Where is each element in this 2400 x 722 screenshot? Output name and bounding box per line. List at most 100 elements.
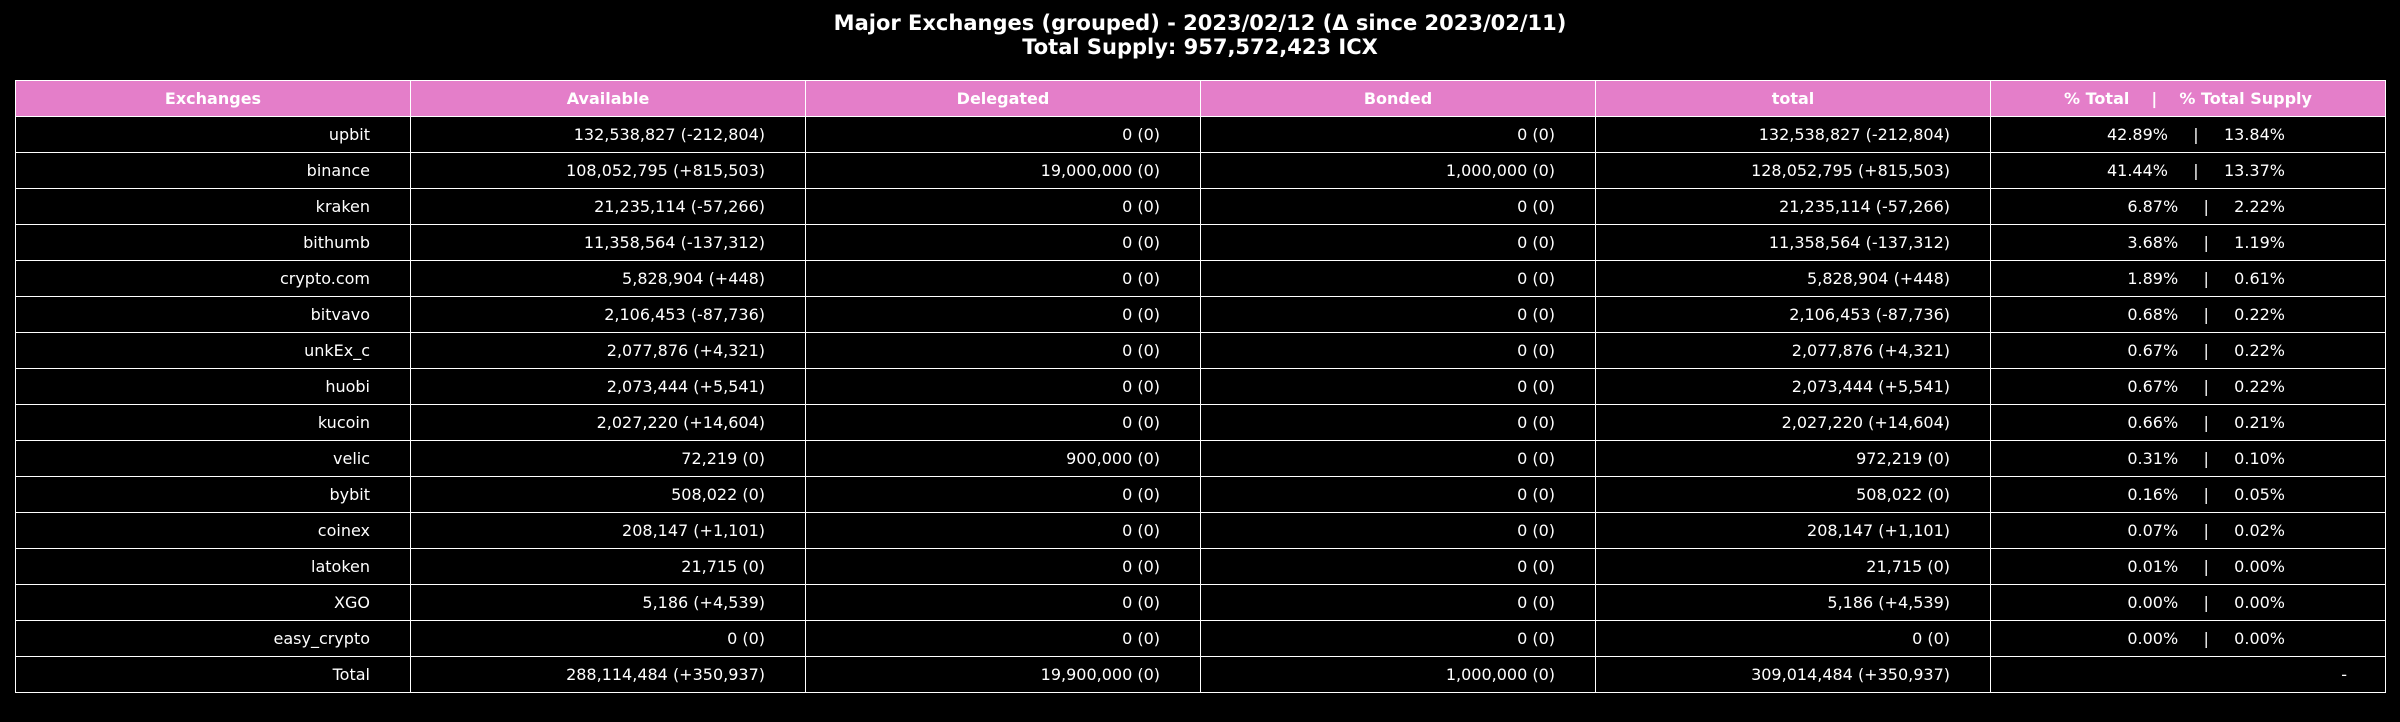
table-row: latoken 21,715 (0) 0 (0) 0 (0) 21,715 (0) 0.0… [15,548,2386,585]
pct-cell: 0.68% | 0.22% [1990,296,2386,333]
table-row: XGO 5,186 (+4,539) 0 (0) 0 (0) 5,186 (+4,539… [15,584,2386,621]
bonded-cell: 0 (0) [1200,368,1596,405]
delegated-cell: 0 (0) [805,188,1201,225]
table-row: crypto.com 5,828,904 (+448) 0 (0) 0 (0) 5,82… [15,260,2386,297]
pct-supply-value: 0.02% [2234,521,2285,540]
total-row-exchange-cell: Total [15,656,411,693]
available-cell: 2,027,220 (+14,604) [410,404,806,441]
available-cell: 2,106,453 (-87,736) [410,296,806,333]
available-cell: 21,715 (0) [410,548,806,585]
pct-supply-value: 0.22% [2234,377,2285,396]
total-cell: 508,022 (0) [1595,476,1991,513]
bonded-cell: 0 (0) [1200,548,1596,585]
available-cell: 208,147 (+1,101) [410,512,806,549]
total-cell: 5,186 (+4,539) [1595,584,1991,621]
pct-total-value: 0.00% [2127,593,2179,612]
total-row-pct-cell: - [1990,656,2386,693]
pct-total-value: 0.01% [2127,557,2179,576]
header-delegated: Delegated [805,80,1201,117]
pct-separator: | [2203,269,2209,288]
available-cell: 11,358,564 (-137,312) [410,224,806,261]
pct-cell: 0.16% | 0.05% [1990,476,2386,513]
pct-supply-value: 0.10% [2234,449,2285,468]
bonded-cell: 0 (0) [1200,260,1596,297]
pct-supply-value: 0.00% [2234,593,2285,612]
table-row: kraken 21,235,114 (-57,266) 0 (0) 0 (0) 21,2… [15,188,2386,225]
available-cell: 2,077,876 (+4,321) [410,332,806,369]
total-cell: 5,828,904 (+448) [1595,260,1991,297]
pct-separator: | [2193,125,2199,144]
total-cell: 2,077,876 (+4,321) [1595,332,1991,369]
bonded-cell: 0 (0) [1200,620,1596,657]
table-row: huobi 2,073,444 (+5,541) 0 (0) 0 (0) 2,073,4… [15,368,2386,405]
pct-cell: 6.87% | 2.22% [1990,188,2386,225]
chart-subtitle: Total Supply: 957,572,423 ICX [1022,35,1378,59]
available-cell: 0 (0) [410,620,806,657]
exchange-cell: XGO [15,584,411,621]
pct-supply-value: 0.22% [2234,305,2285,324]
exchange-cell: unkEx_c [15,332,411,369]
bonded-cell: 0 (0) [1200,332,1596,369]
total-cell: 21,715 (0) [1595,548,1991,585]
pct-cell: 41.44% | 13.37% [1990,152,2386,189]
pct-supply-value: 0.22% [2234,341,2285,360]
exchange-cell: huobi [15,368,411,405]
delegated-cell: 0 (0) [805,368,1201,405]
bonded-cell: 0 (0) [1200,512,1596,549]
total-cell: 11,358,564 (-137,312) [1595,224,1991,261]
chart-title-block: Major Exchanges (grouped) - 2023/02/12 (… [0,11,2400,59]
exchange-cell: kucoin [15,404,411,441]
bonded-cell: 0 (0) [1200,116,1596,153]
pct-total-value: 0.67% [2127,341,2179,360]
table-row: unkEx_c 2,077,876 (+4,321) 0 (0) 0 (0) 2,077… [15,332,2386,369]
pct-cell: 0.67% | 0.22% [1990,368,2386,405]
chart-title: Major Exchanges (grouped) - 2023/02/12 (… [833,11,1567,35]
pct-cell: 42.89% | 13.84% [1990,116,2386,153]
header-row: Exchanges Available Delegated Bonded tot… [15,80,2386,117]
pct-separator: | [2203,377,2209,396]
pct-cell: 1.89% | 0.61% [1990,260,2386,297]
table-row: coinex 208,147 (+1,101) 0 (0) 0 (0) 208,147 … [15,512,2386,549]
bonded-cell: 0 (0) [1200,404,1596,441]
pct-total-value: 0.68% [2127,305,2179,324]
header-pct-separator: | [2151,89,2158,108]
pct-separator: | [2203,449,2209,468]
available-cell: 508,022 (0) [410,476,806,513]
delegated-cell: 0 (0) [805,296,1201,333]
pct-supply-value: 0.21% [2234,413,2285,432]
pct-total-value: 41.44% [2106,161,2168,180]
table-row: bybit 508,022 (0) 0 (0) 0 (0) 508,022 (0) 0.1… [15,476,2386,513]
pct-total-value: 3.68% [2127,233,2179,252]
pct-supply-value: 0.00% [2234,557,2285,576]
pct-total-value: 6.87% [2127,197,2179,216]
delegated-cell: 0 (0) [805,332,1201,369]
delegated-cell: 0 (0) [805,512,1201,549]
bonded-cell: 0 (0) [1200,224,1596,261]
pct-cell: 0.31% | 0.10% [1990,440,2386,477]
exchanges-table: Exchanges Available Delegated Bonded tot… [15,80,2386,693]
available-cell: 72,219 (0) [410,440,806,477]
exchange-cell: coinex [15,512,411,549]
table-row: kucoin 2,027,220 (+14,604) 0 (0) 0 (0) 2,027… [15,404,2386,441]
pct-separator: | [2203,629,2209,648]
available-cell: 2,073,444 (+5,541) [410,368,806,405]
pct-separator: | [2203,233,2209,252]
pct-cell: 3.68% | 1.19% [1990,224,2386,261]
delegated-cell: 0 (0) [805,260,1201,297]
table-row: upbit 132,538,827 (-212,804) 0 (0) 0 (0) 132… [15,116,2386,153]
table-row: binance 108,052,795 (+815,503) 19,000,000 … [15,152,2386,189]
delegated-cell: 0 (0) [805,476,1201,513]
exchange-cell: bitvavo [15,296,411,333]
pct-supply-value: 0.05% [2234,485,2285,504]
pct-total-value: 1.89% [2127,269,2179,288]
total-cell: 2,027,220 (+14,604) [1595,404,1991,441]
pct-supply-value: 13.37% [2223,161,2285,180]
available-cell: 5,828,904 (+448) [410,260,806,297]
table-row: velic 72,219 (0) 900,000 (0) 0 (0) 972,219 (… [15,440,2386,477]
delegated-cell: 0 (0) [805,584,1201,621]
pct-cell: 0.00% | 0.00% [1990,584,2386,621]
delegated-cell: 0 (0) [805,404,1201,441]
total-cell: 972,219 (0) [1595,440,1991,477]
total-cell: 128,052,795 (+815,503) [1595,152,1991,189]
pct-total-value: 0.16% [2127,485,2179,504]
